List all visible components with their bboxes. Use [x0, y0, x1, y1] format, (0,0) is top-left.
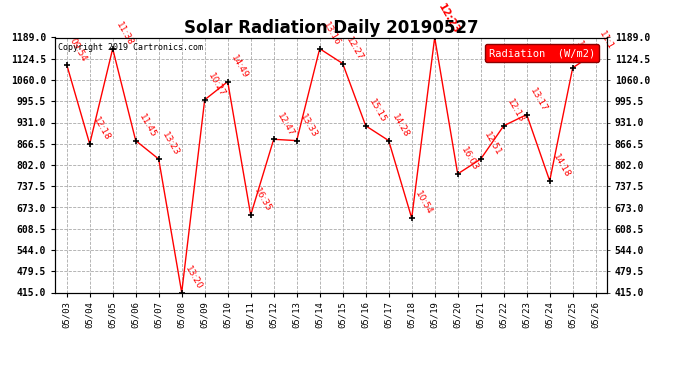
Text: 09:54: 09:54: [68, 36, 89, 63]
Text: 12:27: 12:27: [344, 36, 365, 62]
Text: 13:16: 13:16: [321, 20, 342, 47]
Text: 12:18: 12:18: [91, 116, 112, 142]
Text: 12:47: 12:47: [275, 111, 296, 138]
Text: 12:13: 12:13: [505, 98, 526, 124]
Text: 14:18: 14:18: [551, 153, 572, 179]
Text: 13:23: 13:23: [160, 131, 181, 158]
Text: 13:33: 13:33: [298, 112, 319, 139]
Text: 12:23: 12:23: [436, 2, 462, 36]
Legend: Radiation  (W/m2): Radiation (W/m2): [484, 44, 599, 62]
Text: Copyright 2019 Cartronics.com: Copyright 2019 Cartronics.com: [58, 43, 203, 52]
Text: 10:54: 10:54: [413, 190, 434, 217]
Text: 13:20: 13:20: [183, 264, 204, 291]
Text: 13:17: 13:17: [528, 86, 549, 113]
Text: 12:33: 12:33: [574, 40, 595, 66]
Text: 15:15: 15:15: [367, 98, 388, 124]
Text: 14:49: 14:49: [229, 54, 250, 80]
Text: 14:28: 14:28: [390, 112, 411, 139]
Text: 16:03: 16:03: [459, 146, 480, 172]
Text: 11:1: 11:1: [597, 29, 615, 51]
Text: 16:35: 16:35: [252, 187, 273, 214]
Text: 10:27: 10:27: [206, 72, 227, 98]
Text: 12:51: 12:51: [482, 131, 503, 158]
Title: Solar Radiation Daily 20190527: Solar Radiation Daily 20190527: [184, 20, 478, 38]
Text: 11:45: 11:45: [137, 112, 158, 139]
Text: 11:38: 11:38: [114, 20, 135, 47]
